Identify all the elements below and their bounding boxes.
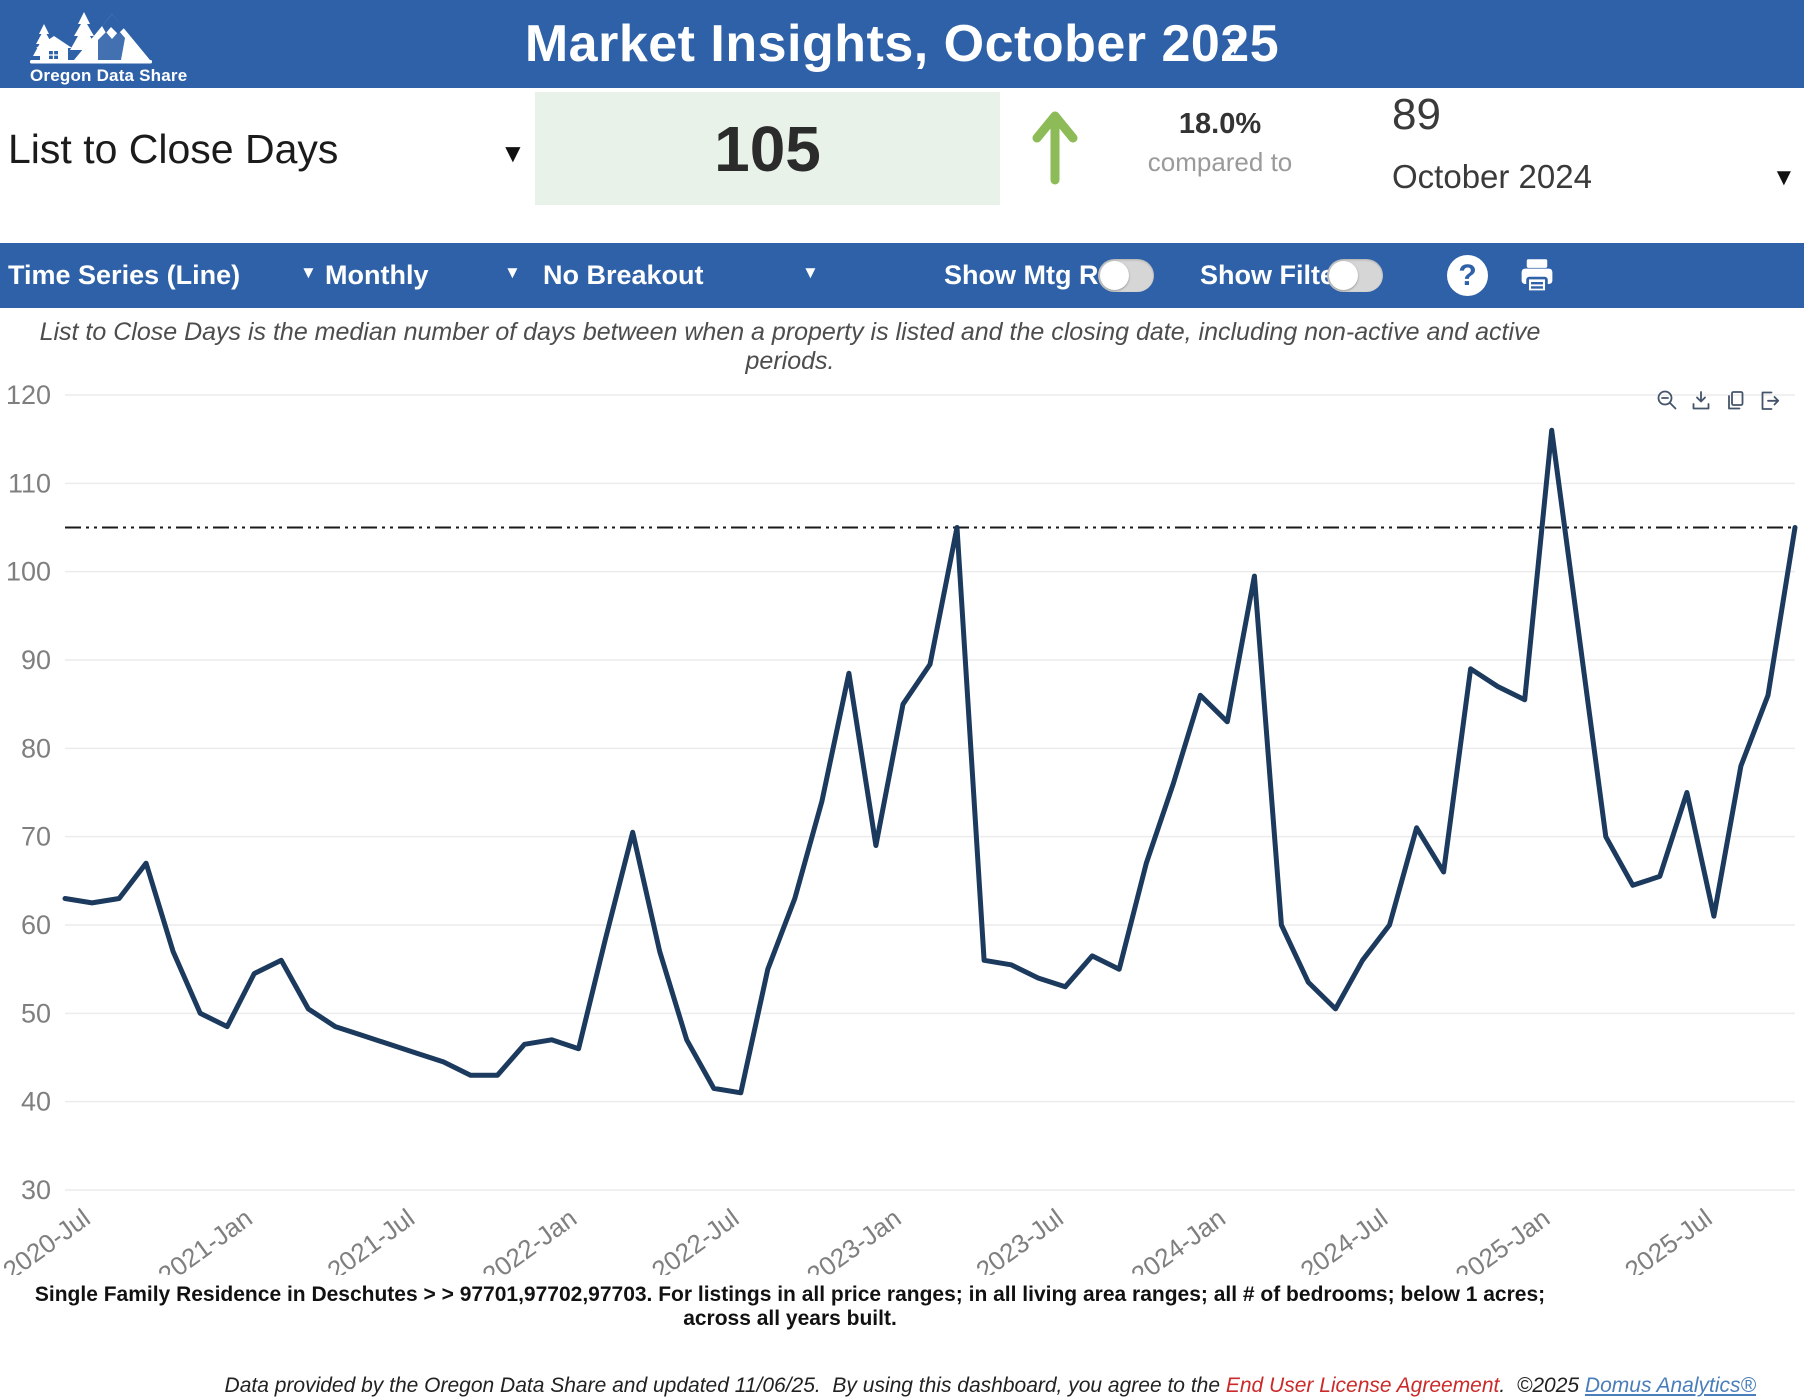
y-axis-tick-label: 40 [21,1087,51,1117]
footer-credits: Data provided by the Oregon Data Share a… [0,1350,1756,1397]
list-to-close-days-line-series [62,427,1798,1096]
chart-toolbox-download-icon[interactable] [1692,391,1710,410]
metric-description: List to Close Days is the median number … [39,318,1541,375]
x-axis-tick-label: 2025-Jul [1619,1203,1717,1275]
logo-graphic-icon [30,12,152,64]
time-series-line-chart[interactable]: 30 40 50 60 70 80 90 100 110 120 2020-Jul 2021-Jan 2… [0,345,1804,1275]
breakout-caret-icon: ▼ [802,263,819,282]
breakout-value: No Breakout [543,260,704,290]
prior-period-caret-icon: ▼ [1772,164,1796,191]
footer-text: . ©2025 [1499,1374,1585,1397]
frequency-value: Monthly [325,260,429,290]
y-axis-tick-label: 50 [21,998,51,1028]
title-dropdown-caret-icon[interactable]: ▼ [1222,30,1248,60]
chart-toolbox-zoom-out-icon[interactable] [1657,390,1677,410]
prior-value: 89 [1392,90,1441,139]
y-axis-tick-label: 90 [21,645,51,675]
trend-up-arrow-icon [1030,104,1080,194]
current-value: 105 [714,112,821,185]
show-mtg-rate-toggle[interactable] [1098,259,1154,292]
breakout-dropdown[interactable]: No Breakout ▼ [543,243,819,308]
current-value-box: 105 [535,92,1000,205]
chart-toolbox-copy-icon[interactable] [1728,391,1744,410]
metric-dropdown-caret-icon: ▼ [500,138,526,168]
x-axis-tick-label: 2024-Jan [1126,1203,1231,1275]
x-axis-tick-label: 2025-Jan [1450,1203,1555,1275]
compared-to-label: compared to [1147,147,1293,177]
frequency-caret-icon: ▼ [504,263,521,282]
x-axis-tick-label: 2021-Jan [152,1203,257,1275]
metric-dropdown[interactable]: List to Close Days ▼ [8,126,538,173]
x-axis-tick-label: 2023-Jul [970,1203,1068,1275]
x-axis-tick-label: 2022-Jan [477,1203,582,1275]
logo-text: Oregon Data Share [30,66,188,85]
kpi-row: List to Close Days ▼ 105 18.0% compared … [0,88,1804,243]
y-axis-tick-label: 110 [8,468,51,498]
x-axis-tick-label: 2021-Jul [322,1203,420,1275]
y-axis-tick-label: 30 [21,1175,51,1205]
metric-label: List to Close Days [8,126,339,172]
print-icon[interactable] [1516,255,1558,296]
footer-text: Data provided by the Oregon Data Share a… [224,1374,1226,1397]
frequency-dropdown[interactable]: Monthly ▼ [325,243,521,308]
change-percent: 18.0% [1178,108,1262,140]
toggle-knob [1100,261,1129,290]
x-axis-tick-label: 2020-Jul [0,1203,96,1275]
page-title: Market Insights, October 2025 [524,15,1280,73]
eula-link[interactable]: End User License Agreement [1225,1374,1500,1397]
toggle-knob [1329,261,1358,290]
filter-summary-footnote: Single Family Residence in Deschutes > >… [34,1283,1546,1330]
oregon-data-share-logo: Oregon Data Share [14,2,194,86]
change-percent-block: 18.0% compared to [1105,108,1335,178]
chart-type-value: Time Series (Line) [8,260,241,290]
chart-toolbox-export-icon[interactable] [1761,391,1780,410]
y-axis-tick-label: 120 [6,380,51,410]
header-bar: Oregon Data Share Market Insights, Octob… [0,0,1804,88]
chart-type-caret-icon: ▼ [300,263,317,282]
x-axis-tick-label: 2024-Jul [1295,1203,1393,1275]
chart-type-dropdown[interactable]: Time Series (Line) ▼ [8,243,317,308]
prior-period-label: October 2024 [1392,158,1592,195]
chart-options-toolbar: Time Series (Line) ▼ Monthly ▼ No Breako… [0,243,1804,308]
show-filters-toggle[interactable] [1327,259,1383,292]
x-axis-tick-label: 2022-Jul [646,1203,744,1275]
y-axis-tick-label: 80 [21,733,51,763]
domus-analytics-link[interactable]: Domus Analytics® [1584,1374,1756,1397]
y-axis-tick-label: 100 [6,557,51,587]
x-axis-tick-label: 2023-Jan [801,1203,906,1275]
help-icon[interactable]: ? [1447,255,1488,296]
y-axis-tick-label: 70 [21,822,51,852]
y-axis-tick-label: 60 [21,910,51,940]
comparison-period-dropdown[interactable]: 89 October 2024 ▼ [1392,90,1796,196]
